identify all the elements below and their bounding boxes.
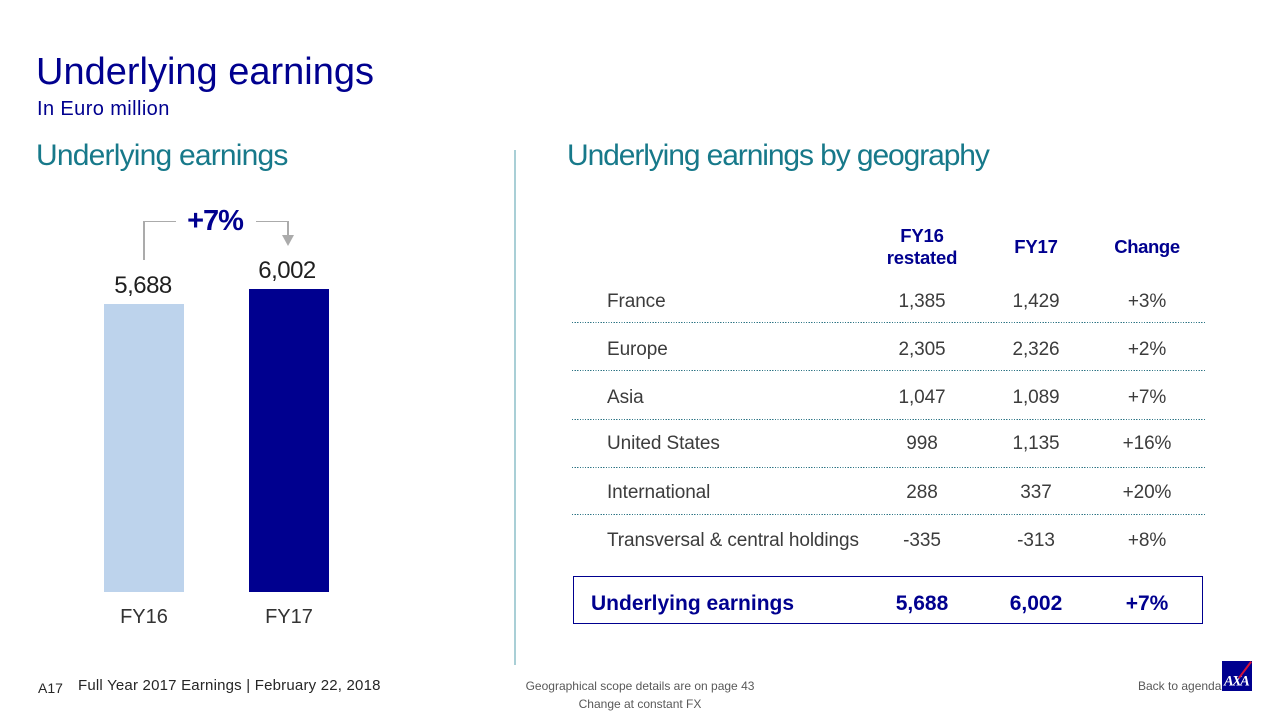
svg-text:AXA: AXA: [1223, 674, 1250, 690]
